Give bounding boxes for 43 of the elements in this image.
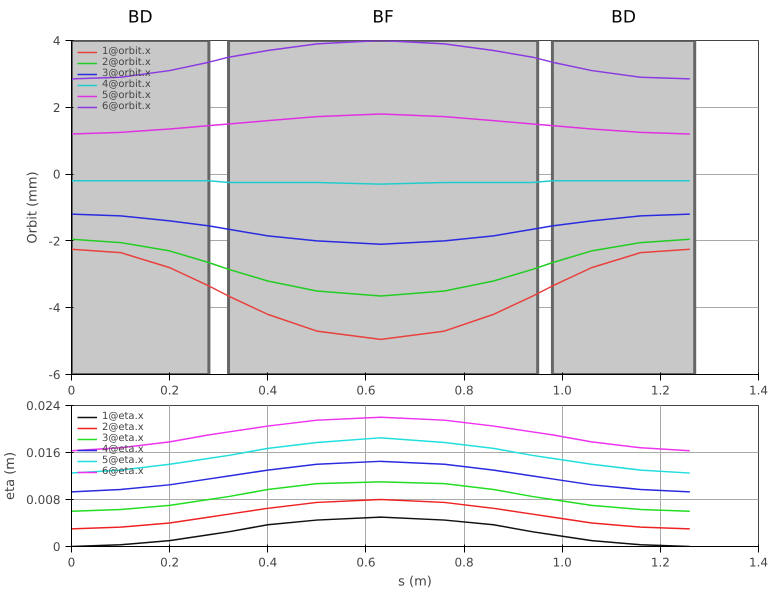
legend-label: 6@orbit.x: [102, 101, 151, 112]
band-label: BD: [128, 8, 153, 28]
y-tick-label: -6: [48, 368, 61, 382]
x-tick-label: 0.4: [258, 556, 278, 570]
band-label: BD: [611, 8, 636, 28]
x-tick-label: 0.6: [356, 384, 376, 398]
legend-label: 3@eta.x: [102, 433, 144, 444]
legend-label: 2@orbit.x: [102, 57, 151, 68]
y-tick-label: 0: [52, 540, 61, 554]
y-tick-label: -2: [48, 234, 61, 248]
x-tick-label: 0: [68, 384, 76, 398]
band-label: BF: [372, 8, 394, 28]
x-tick-label: 0.8: [454, 384, 474, 398]
x-tick-label: 0.6: [356, 556, 376, 570]
x-tick-label: 0.2: [160, 384, 180, 398]
x-tick-label: 1.2: [650, 556, 670, 570]
x-tick-label: 0: [68, 556, 76, 570]
y-tick-label: 2: [52, 100, 61, 115]
y-axis-title: eta (m): [3, 452, 18, 500]
x-tick-label: 1.4: [748, 556, 768, 570]
x-axis-title: s (m): [398, 574, 432, 590]
y-tick-label: 0.016: [26, 446, 61, 460]
x-tick-label: 1.4: [748, 384, 768, 398]
x-tick-label: 1.0: [552, 384, 572, 398]
legend-label: 4@eta.x: [102, 444, 144, 455]
legend-label: 2@eta.x: [102, 422, 144, 433]
legend-label: 4@orbit.x: [102, 79, 151, 90]
y-tick-label: 4: [52, 34, 61, 48]
legend-label: 1@orbit.x: [102, 46, 151, 57]
y-tick-label: 0.024: [26, 399, 61, 413]
x-tick-label: 0.2: [160, 556, 180, 570]
x-tick-label: 1.2: [650, 384, 670, 398]
x-tick-label: 0.4: [258, 384, 278, 398]
y-axis-title: Orbit (mm): [26, 171, 41, 244]
x-tick-label: 1.0: [552, 556, 572, 570]
y-tick-label: -4: [48, 301, 61, 316]
legend-label: 5@orbit.x: [102, 90, 151, 101]
y-tick-label: 0: [52, 168, 61, 182]
y-tick-label: 0.008: [26, 493, 61, 507]
legend-label: 3@orbit.x: [102, 68, 151, 79]
x-tick-label: 0.8: [454, 556, 474, 570]
legend-label: 1@eta.x: [102, 411, 144, 422]
legend-label: 5@eta.x: [102, 455, 144, 466]
